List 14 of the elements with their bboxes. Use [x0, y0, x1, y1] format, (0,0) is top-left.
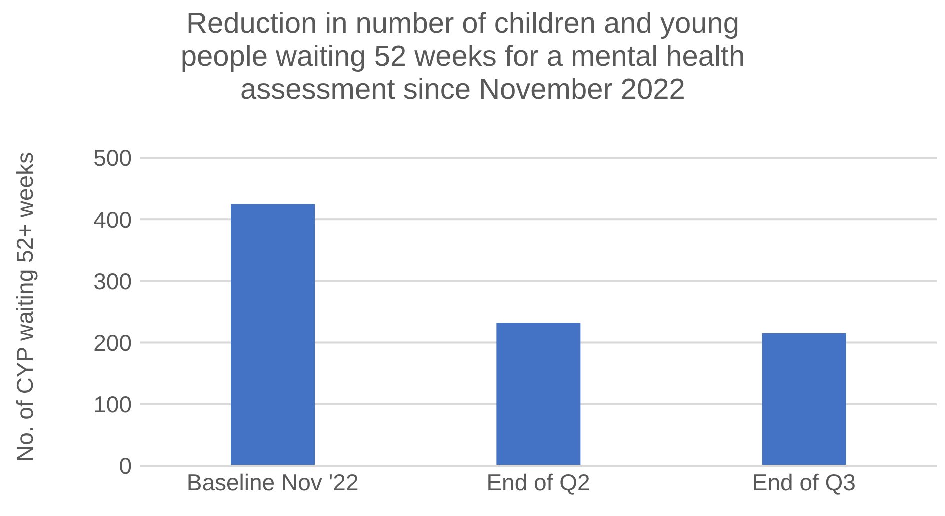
y-tick-label: 400 [94, 206, 132, 233]
bar [231, 204, 315, 466]
x-tick-label: End of Q3 [752, 469, 856, 496]
y-axis-title: No. of CYP waiting 52+ weeks [12, 152, 38, 462]
bar [496, 323, 581, 466]
chart-title: Reduction in number of children and young people waiting 52 weeks for a mental health assessment since November 2022 [180, 8, 746, 107]
y-tick-label: 500 [94, 145, 132, 172]
y-tick-label: 200 [94, 330, 132, 356]
y-tick-label: 0 [119, 453, 132, 480]
x-tick-label: End of Q2 [486, 469, 590, 496]
bar [762, 334, 846, 466]
y-tick-label: 100 [94, 392, 132, 418]
y-tick-label: 300 [94, 268, 132, 294]
x-tick-label: Baseline Nov '22 [186, 469, 359, 496]
